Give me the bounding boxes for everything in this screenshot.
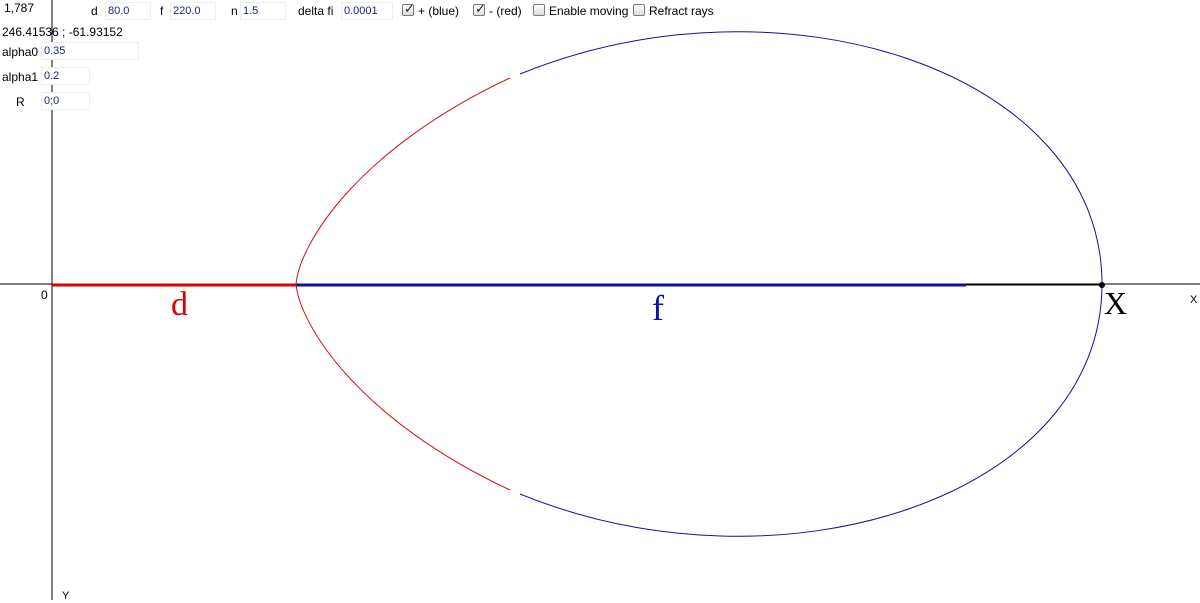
plus-curve-upper bbox=[519, 31, 1103, 285]
minus-curve-lower bbox=[295, 283, 511, 491]
alpha0-label: alpha0 bbox=[2, 45, 39, 59]
r-field[interactable] bbox=[41, 92, 90, 110]
minus-red-label: - (red) bbox=[489, 4, 522, 18]
alpha1-field[interactable] bbox=[41, 67, 90, 85]
f-field[interactable] bbox=[170, 2, 216, 20]
cursor-coords-readout: 246.41536 ; -61.93152 bbox=[2, 25, 123, 39]
segment-f-label: f bbox=[652, 288, 664, 328]
segment-d-label: d bbox=[171, 286, 188, 323]
r-label: R bbox=[16, 95, 25, 109]
plus-blue-label: + (blue) bbox=[418, 4, 460, 18]
refract-rays-label: Refract rays bbox=[649, 4, 714, 18]
d-field[interactable] bbox=[105, 2, 151, 20]
minus-red-checkbox[interactable]: ✓ bbox=[473, 1, 486, 16]
x-axis-label: X bbox=[1190, 294, 1198, 306]
enable-moving-label: Enable moving bbox=[549, 4, 629, 18]
refract-rays-checkbox[interactable] bbox=[633, 4, 645, 16]
checkmark-icon: ✓ bbox=[475, 1, 486, 16]
enable-moving-checkbox[interactable] bbox=[533, 4, 545, 16]
plus-blue-checkbox[interactable]: ✓ bbox=[402, 1, 415, 16]
point-x-marker[interactable] bbox=[1099, 282, 1105, 288]
y-axis-label: Y bbox=[62, 590, 70, 602]
alpha0-field[interactable] bbox=[41, 42, 139, 60]
delta-fi-label: delta fi bbox=[298, 4, 334, 18]
point-x-label: X bbox=[1104, 285, 1128, 321]
n-field[interactable] bbox=[240, 2, 286, 20]
minus-curve-upper bbox=[295, 77, 511, 285]
d-label: d bbox=[91, 4, 98, 18]
delta-fi-field[interactable] bbox=[341, 2, 393, 20]
plus-curve-lower bbox=[519, 283, 1103, 537]
n-label: n bbox=[231, 4, 238, 18]
alpha1-label: alpha1 bbox=[2, 70, 39, 84]
origin-label: 0 bbox=[41, 288, 48, 302]
checkmark-icon: ✓ bbox=[404, 1, 415, 16]
value-readout: 1,787 bbox=[4, 1, 35, 15]
f-label: f bbox=[160, 4, 164, 18]
